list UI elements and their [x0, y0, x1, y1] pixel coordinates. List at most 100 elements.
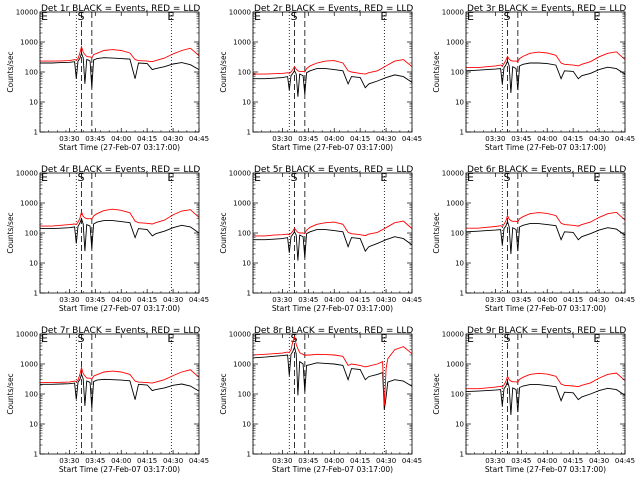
y-axis-label: Counts/sec — [432, 212, 441, 253]
y-axis-label: Counts/sec — [432, 373, 441, 414]
y-tick-label: 1000 — [446, 200, 464, 208]
x-tick-label: 04:45 — [402, 457, 422, 465]
x-tick-label: 04:30 — [163, 457, 183, 465]
series-line-lld — [466, 51, 626, 69]
y-tick-label: 100 — [451, 230, 464, 238]
x-tick-label: 03:30 — [59, 296, 79, 304]
x-tick-label: 03:45 — [511, 135, 531, 143]
x-tick-label: 04:00 — [324, 296, 344, 304]
x-tick-label: 04:00 — [324, 135, 344, 143]
x-tick-label: 03:30 — [272, 296, 292, 304]
x-tick-label: 04:30 — [589, 457, 609, 465]
x-tick-label: 04:00 — [537, 135, 557, 143]
chart-title: Det 8r BLACK = Events, RED = LLD — [254, 326, 413, 336]
y-tick-label: 1 — [34, 129, 38, 137]
y-axis-label: Counts/sec — [219, 212, 228, 253]
y-axis-label: Counts/sec — [6, 212, 15, 253]
y-tick-label: 100 — [25, 391, 38, 399]
y-tick-label: 10 — [29, 421, 38, 429]
y-tick-label: 10000 — [16, 9, 38, 17]
x-tick-label: 04:15 — [137, 296, 157, 304]
y-tick-label: 100 — [238, 230, 251, 238]
y-tick-label: 1 — [247, 451, 251, 459]
y-tick-label: 10000 — [442, 331, 464, 339]
marker-label: S — [77, 332, 84, 345]
x-tick-label: 03:30 — [485, 296, 505, 304]
y-tick-label: 1000 — [446, 361, 464, 369]
series-line-lld — [466, 211, 626, 229]
marker-label: S — [290, 171, 297, 184]
marker-label: E — [380, 171, 387, 184]
y-tick-label: 10000 — [229, 331, 251, 339]
marker-label: S — [77, 171, 84, 184]
x-tick-label: 03:30 — [59, 135, 79, 143]
series-line-events — [465, 220, 626, 255]
chart-title: Det 1r BLACK = Events, RED = LLD — [41, 4, 200, 14]
y-tick-label: 10 — [455, 99, 464, 107]
series-line-events — [40, 373, 200, 408]
y-tick-label: 10 — [455, 260, 464, 268]
y-tick-label: 100 — [451, 391, 464, 399]
x-tick-label: 04:00 — [111, 296, 131, 304]
marker-label: E — [467, 171, 474, 184]
chart-title: Det 3r BLACK = Events, RED = LLD — [467, 4, 626, 14]
marker-label: S — [503, 332, 510, 345]
y-tick-label: 1 — [247, 290, 251, 298]
x-tick-label: 04:00 — [111, 457, 131, 465]
series-line-lld — [466, 372, 626, 390]
y-tick-label: 100 — [25, 69, 38, 77]
x-tick-label: 03:30 — [272, 135, 292, 143]
marker-label: S — [503, 171, 510, 184]
marker-label: E — [593, 332, 600, 345]
y-tick-label: 1 — [460, 129, 464, 137]
x-tick-label: 04:45 — [189, 135, 209, 143]
y-tick-label: 10000 — [16, 331, 38, 339]
x-tick-label: 04:15 — [350, 457, 370, 465]
x-axis-label: Start Time (27-Feb-07 03:17:00) — [485, 304, 606, 313]
x-tick-label: 03:30 — [485, 457, 505, 465]
x-axis-label: Start Time (27-Feb-07 03:17:00) — [485, 465, 606, 474]
marker-label: E — [467, 10, 474, 23]
series-line-lld — [40, 208, 200, 227]
x-tick-label: 04:45 — [615, 457, 635, 465]
y-tick-label: 10 — [242, 99, 251, 107]
y-tick-label: 10 — [242, 260, 251, 268]
x-tick-label: 04:45 — [189, 296, 209, 304]
y-tick-label: 1 — [247, 129, 251, 137]
x-tick-label: 03:45 — [85, 457, 105, 465]
y-axis-label: Counts/sec — [219, 373, 228, 414]
y-tick-label: 100 — [25, 230, 38, 238]
series-line-events — [253, 68, 413, 97]
x-tick-label: 03:45 — [511, 457, 531, 465]
x-tick-label: 03:45 — [511, 296, 531, 304]
marker-label: E — [254, 171, 261, 184]
x-tick-label: 03:45 — [85, 296, 105, 304]
marker-label: E — [41, 171, 48, 184]
marker-label: E — [167, 171, 174, 184]
y-tick-label: 1 — [34, 451, 38, 459]
y-tick-label: 1000 — [233, 361, 251, 369]
x-tick-label: 04:45 — [402, 296, 422, 304]
x-tick-label: 04:45 — [189, 457, 209, 465]
x-tick-label: 04:30 — [163, 135, 183, 143]
x-tick-label: 03:45 — [85, 135, 105, 143]
y-tick-label: 10 — [29, 260, 38, 268]
x-axis-label: Start Time (27-Feb-07 03:17:00) — [59, 465, 180, 474]
marker-label: E — [41, 10, 48, 23]
x-axis-label: Start Time (27-Feb-07 03:17:00) — [272, 143, 393, 152]
y-tick-label: 10 — [455, 421, 464, 429]
x-tick-label: 04:15 — [350, 135, 370, 143]
x-tick-label: 04:15 — [563, 296, 583, 304]
x-axis-label: Start Time (27-Feb-07 03:17:00) — [272, 304, 393, 313]
y-tick-label: 10000 — [442, 9, 464, 17]
series-line-lld — [253, 220, 413, 237]
x-tick-label: 04:15 — [137, 135, 157, 143]
x-tick-label: 04:45 — [402, 135, 422, 143]
